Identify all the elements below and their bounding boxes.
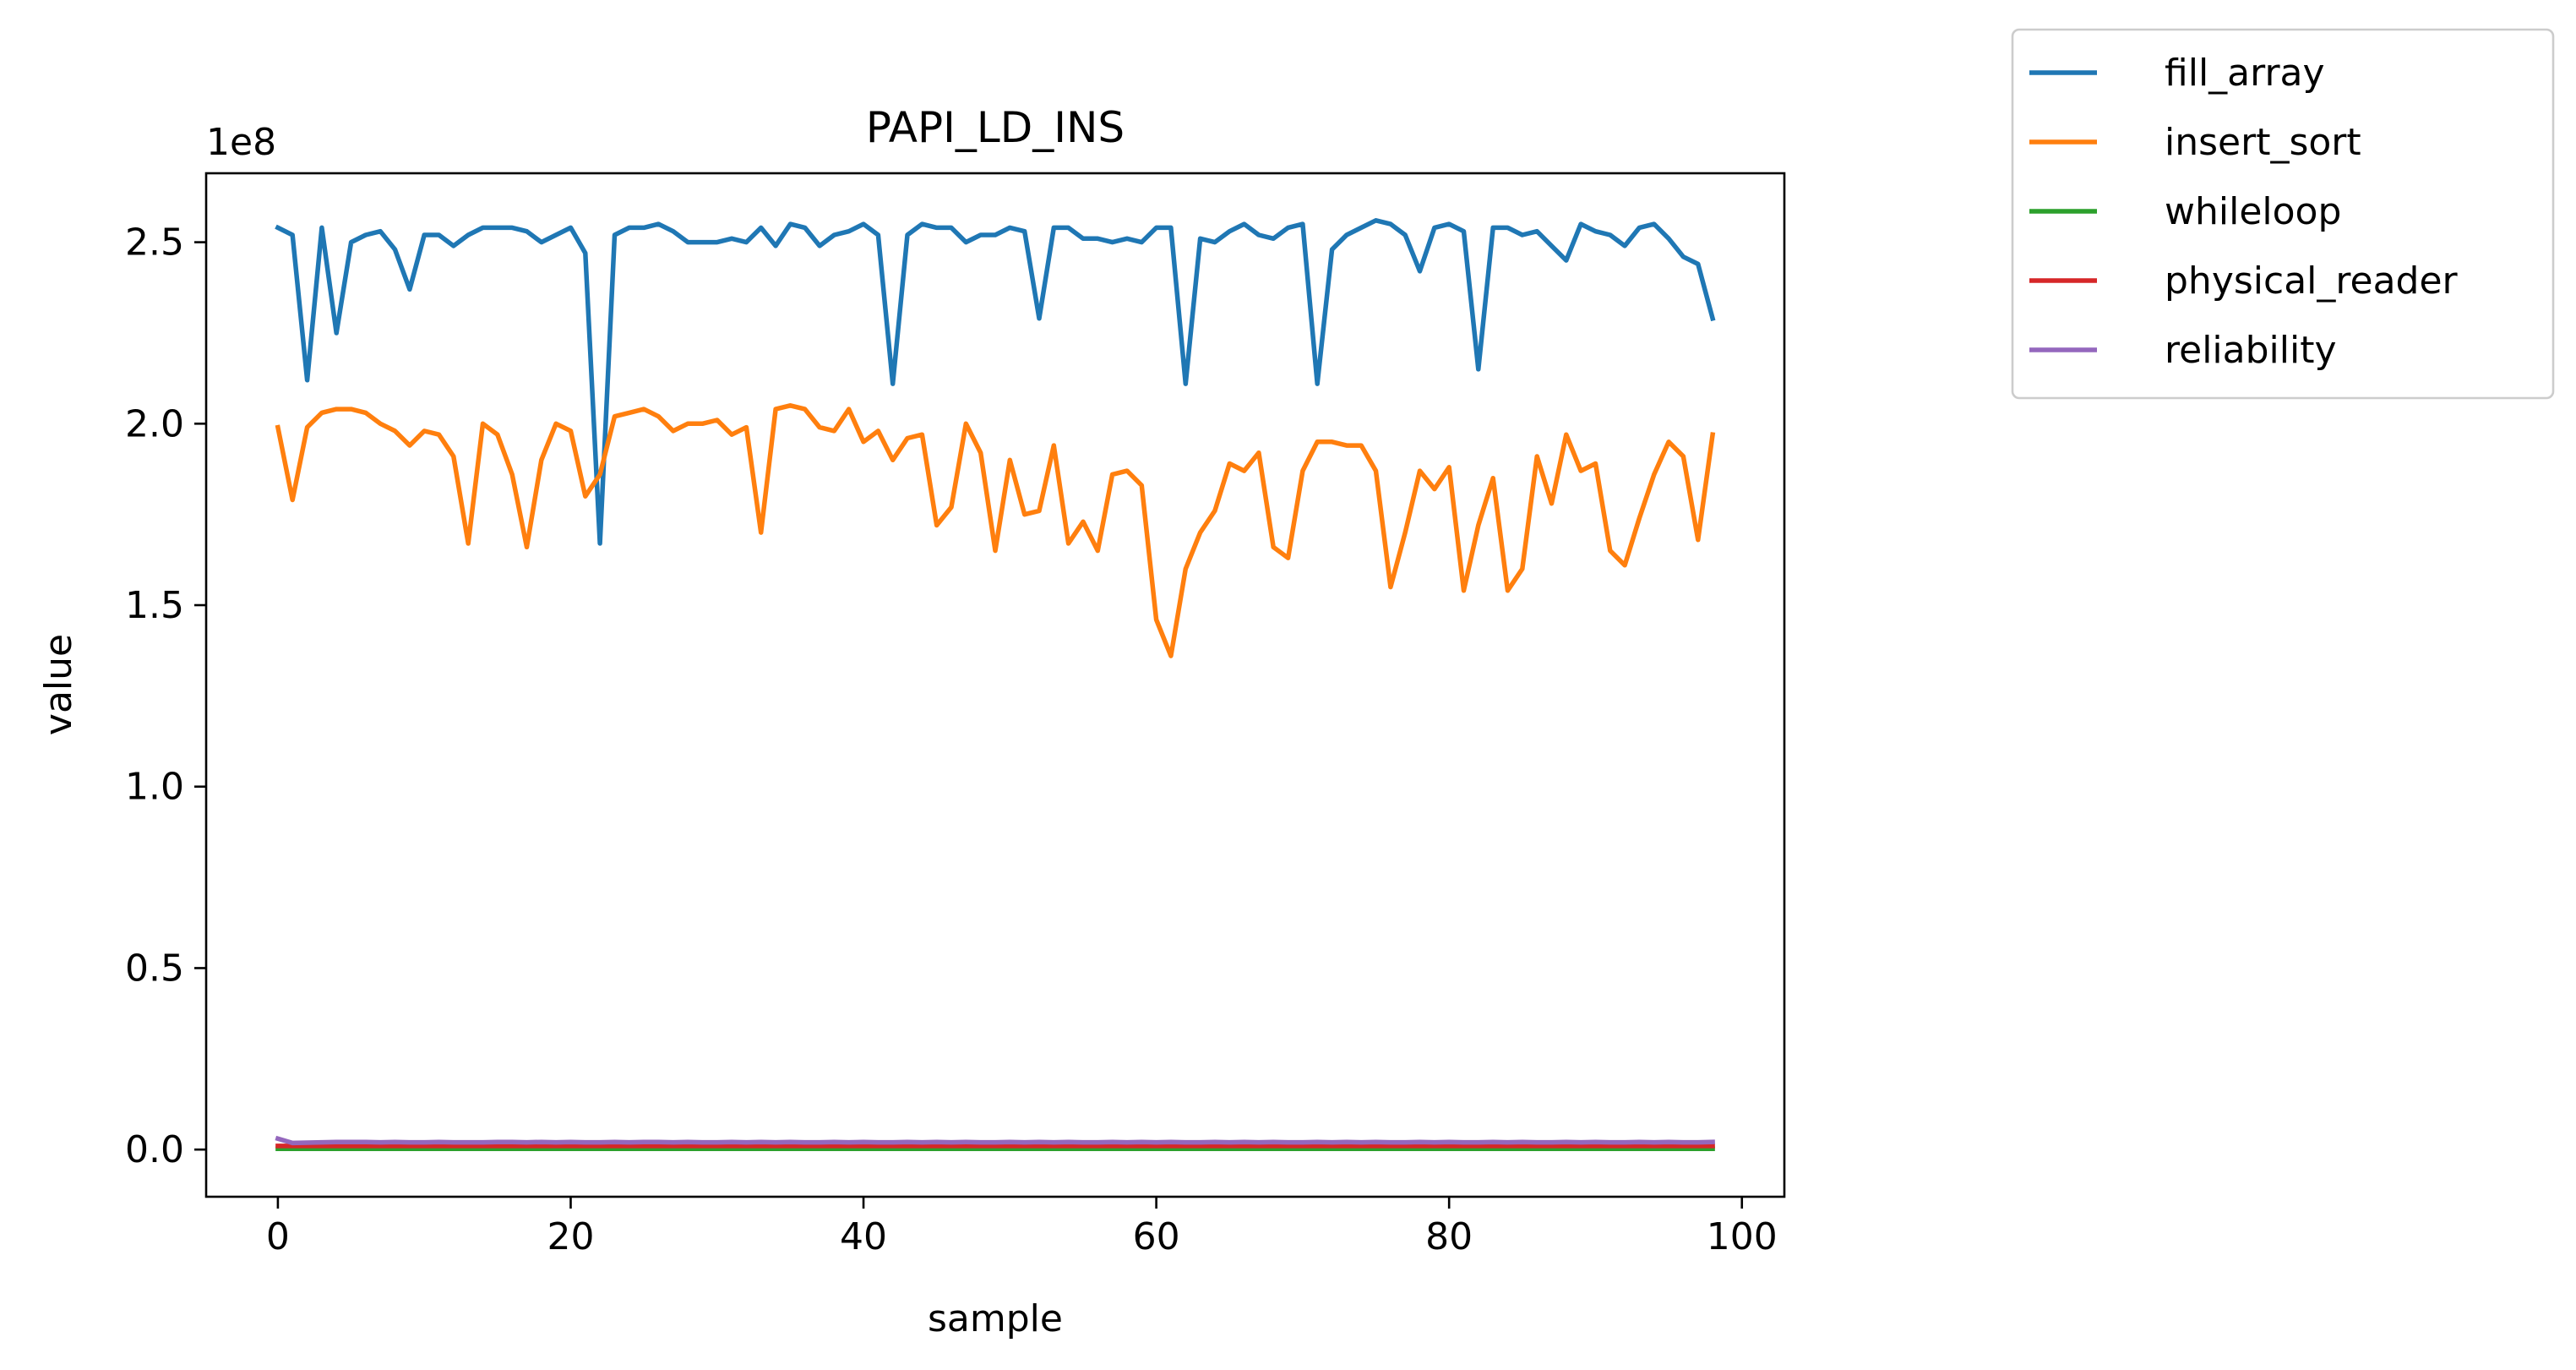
legend-box: [2011, 28, 2555, 400]
x-axis-label: sample: [928, 1297, 1063, 1340]
x-tick-label: 100: [1707, 1215, 1778, 1258]
y-tick-label: 0.5: [125, 947, 184, 990]
y-tick-label: 1.0: [125, 766, 184, 809]
y-tick-label: 0.0: [125, 1128, 184, 1171]
y-tick-label: 1.5: [125, 584, 184, 627]
legend-label-whileloop: whileloop: [2165, 190, 2341, 233]
x-tick-label: 60: [1133, 1215, 1180, 1258]
plot-lines: [275, 218, 1716, 1152]
y-tick-label: 2.5: [125, 221, 184, 265]
series-line-insert-sort: [275, 403, 1716, 658]
series-line-reliability: [275, 1135, 1715, 1146]
legend-label-fill-array: fill_array: [2165, 52, 2325, 95]
y-multiplier-label: 1e8: [206, 121, 276, 164]
y-axis-label: value: [37, 634, 80, 735]
x-tick-label: 0: [266, 1215, 290, 1258]
y-tick-label: 2.0: [125, 402, 184, 445]
series-line-fill-array: [275, 218, 1716, 546]
chart-title: PAPI_LD_INS: [866, 103, 1125, 152]
x-tick-label: 20: [547, 1215, 594, 1258]
x-tick-label: 80: [1425, 1215, 1473, 1258]
x-tick-label: 40: [840, 1215, 887, 1258]
legend-label-reliability: reliability: [2165, 329, 2337, 372]
legend: fill_array insert_sort whileloop physical_r…: [2011, 28, 2555, 400]
legend-label-insert-sort: insert_sort: [2165, 121, 2361, 164]
legend-label-physical-reader: physical_reader: [2165, 259, 2459, 303]
x-axis: 0 20 40 60 80 100: [266, 1197, 1778, 1258]
y-axis: 0.0 0.5 1.0 1.5 2.0 2.5: [125, 221, 206, 1171]
plot-frame: [204, 172, 1786, 1198]
